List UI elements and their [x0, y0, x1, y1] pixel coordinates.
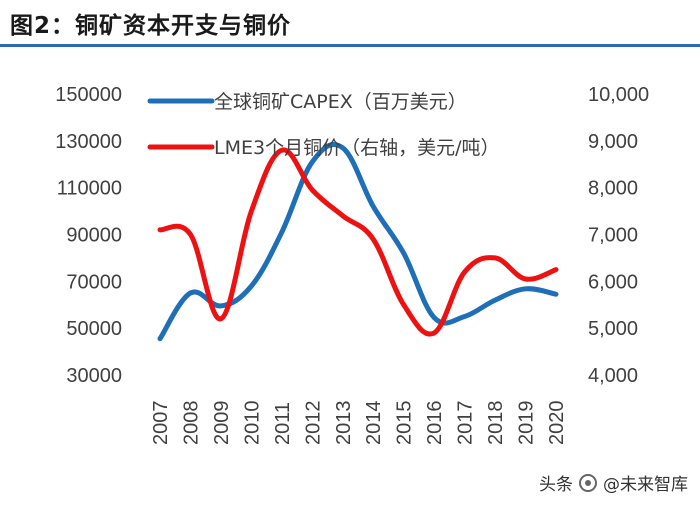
- left-y-axis: 30000 50000 70000 90000 110000 130000 150000: [55, 84, 122, 387]
- legend-label-price: LME3个月铜价（右轴，美元/吨）: [214, 137, 499, 159]
- x-tick-label: 2020: [546, 401, 568, 446]
- x-tick-label: 2015: [394, 401, 416, 446]
- series-line-capex: [157, 142, 559, 342]
- right-tick-label: 9,000: [588, 131, 638, 153]
- x-tick-label: 2017: [455, 401, 477, 445]
- x-tick-label: 2018: [485, 401, 507, 445]
- x-axis: 2007 2008 2009 2010 2011 2012 2013 2014 2015 2016…: [150, 401, 568, 446]
- watermark-handle: @未来智库: [603, 475, 688, 495]
- series-line-copper-price: [157, 147, 559, 337]
- x-tick-label: 2014: [363, 401, 385, 446]
- left-tick-label: 30000: [66, 365, 122, 387]
- left-tick-label: 130000: [55, 131, 122, 153]
- right-tick-label: 5,000: [588, 318, 638, 340]
- figure-title: 图2：铜矿资本开支与铜价: [10, 13, 292, 39]
- x-tick-label: 2011: [272, 402, 294, 445]
- x-tick-label: 2019: [516, 401, 538, 446]
- x-tick-label: 2008: [180, 401, 202, 446]
- left-tick-label: 150000: [55, 84, 122, 106]
- right-y-axis: 4,000 5,000 6,000 7,000 8,000 9,000 10,000: [588, 84, 649, 387]
- left-tick-label: 70000: [66, 271, 122, 293]
- left-tick-label: 110000: [57, 178, 122, 200]
- watermark: 头条 @未来智库: [539, 470, 688, 495]
- x-tick-label: 2007: [150, 401, 172, 446]
- x-tick-label: 2010: [241, 401, 263, 446]
- x-tick-label: 2012: [302, 401, 324, 446]
- title-divider: [0, 44, 700, 47]
- right-tick-label: 7,000: [588, 225, 638, 247]
- right-tick-label: 10,000: [588, 84, 649, 106]
- watermark-prefix: 头条: [539, 475, 573, 495]
- legend-label-capex: 全球铜矿CAPEX（百万美元）: [214, 91, 467, 113]
- legend: 全球铜矿CAPEX（百万美元） LME3个月铜价（右轴，美元/吨）: [147, 91, 499, 159]
- right-tick-label: 4,000: [588, 365, 638, 387]
- x-tick-label: 2013: [333, 401, 355, 446]
- x-tick-label: 2016: [424, 401, 446, 446]
- right-tick-label: 6,000: [588, 271, 638, 293]
- left-tick-label: 90000: [66, 225, 122, 247]
- left-tick-label: 50000: [66, 318, 122, 340]
- series-layer: [157, 142, 559, 342]
- x-tick-label: 2009: [211, 401, 233, 446]
- brand-logo-icon: [579, 473, 597, 492]
- right-tick-label: 8,000: [588, 178, 638, 200]
